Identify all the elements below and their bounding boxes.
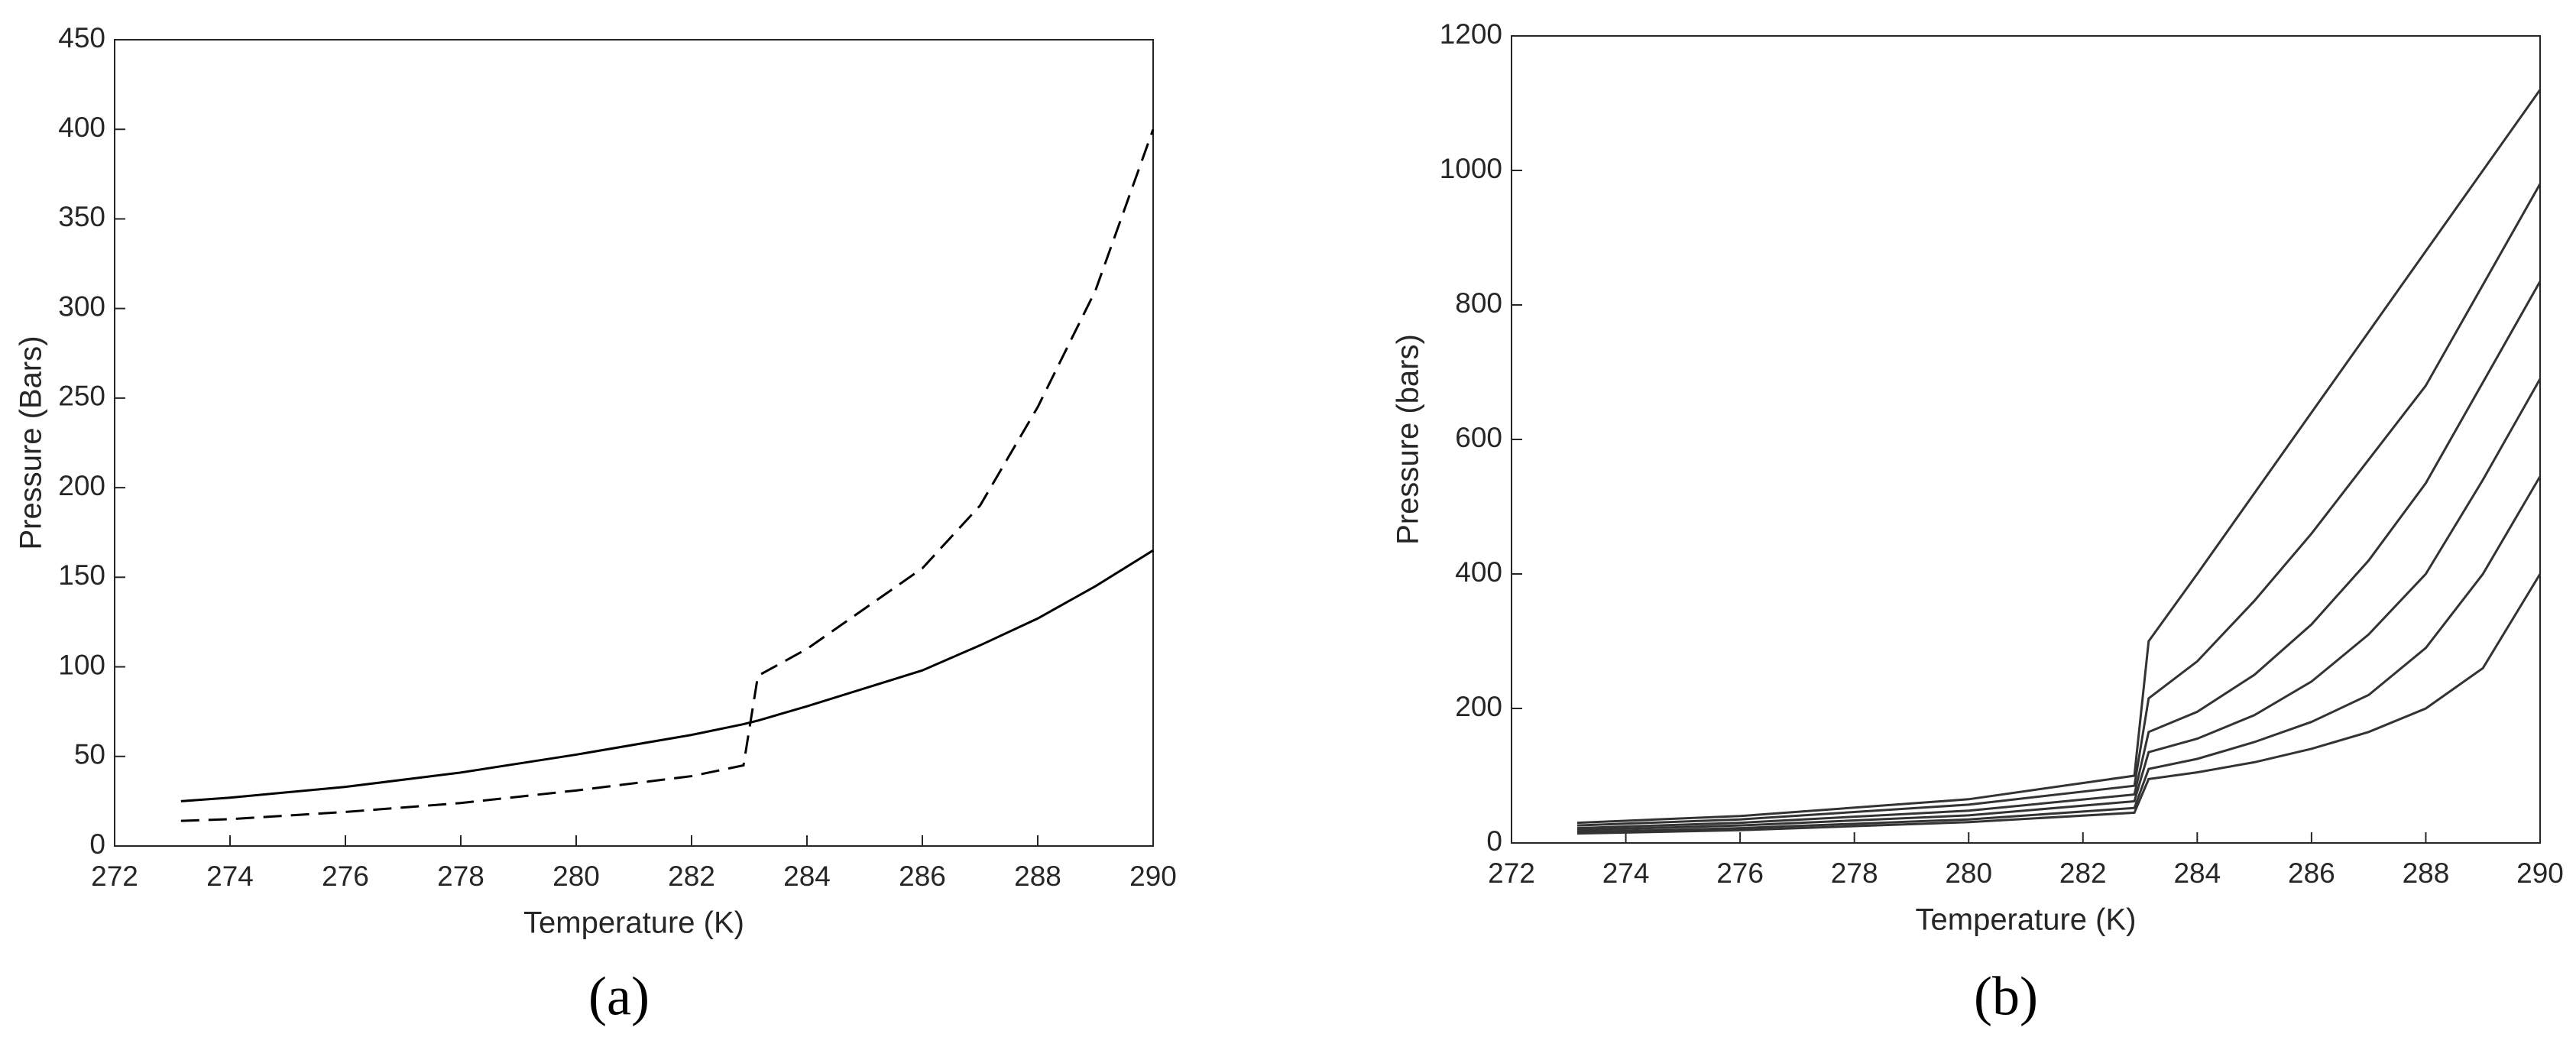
line-series bbox=[1576, 183, 2542, 827]
y-tick-label: 400 bbox=[58, 112, 105, 143]
line-series bbox=[1576, 280, 2542, 830]
x-tick-label: 274 bbox=[206, 861, 254, 892]
x-tick-label: 282 bbox=[2059, 857, 2107, 889]
y-tick-label: 350 bbox=[58, 201, 105, 232]
y-tick-label: 150 bbox=[58, 559, 105, 591]
chart-caption: (a) bbox=[588, 966, 650, 1027]
y-axis-title: Pressure (Bars) bbox=[15, 335, 48, 549]
plot-area bbox=[1511, 35, 2541, 844]
chart: 272 274 276 278 280 282 284 286 288 290 0 50 100 150 2… bbox=[15, 22, 1177, 1027]
line-series bbox=[180, 128, 1155, 822]
line-series bbox=[1576, 89, 2542, 825]
x-tick-label: 272 bbox=[1488, 857, 1535, 889]
x-axis-title: Temperature (K) bbox=[1916, 903, 2137, 937]
y-tick-label: 450 bbox=[58, 22, 105, 53]
x-tick-label: 274 bbox=[1602, 857, 1650, 889]
y-tick-label: 600 bbox=[1455, 422, 1502, 453]
y-tick-label: 200 bbox=[58, 470, 105, 501]
x-tick-label: 288 bbox=[1014, 861, 1061, 892]
chart-caption: (b) bbox=[1974, 966, 2038, 1027]
x-tick-label: 286 bbox=[899, 861, 946, 892]
x-tick-label: 280 bbox=[552, 861, 600, 892]
plot-area bbox=[114, 39, 1154, 847]
x-tick-label: 286 bbox=[2288, 857, 2335, 889]
y-tick-label: 200 bbox=[1455, 691, 1502, 722]
x-axis-title: Temperature (K) bbox=[523, 906, 744, 940]
x-tick-label: 284 bbox=[2173, 857, 2221, 889]
x-tick-label: 276 bbox=[1716, 857, 1764, 889]
x-tick-label: 290 bbox=[1129, 861, 1177, 892]
chart: 272 274 276 278 280 282 284 286 288 290 0 200 400 600… bbox=[1392, 18, 2564, 1027]
x-tick-label: 280 bbox=[1945, 857, 1992, 889]
y-tick-label: 50 bbox=[74, 739, 105, 770]
x-tick-label: 272 bbox=[91, 861, 138, 892]
y-tick-label: 300 bbox=[58, 290, 105, 322]
x-tick-label: 278 bbox=[437, 861, 484, 892]
y-tick-label: 800 bbox=[1455, 287, 1502, 319]
y-tick-label: 100 bbox=[58, 649, 105, 680]
x-tick-label: 284 bbox=[783, 861, 831, 892]
y-tick-label: 1200 bbox=[1440, 18, 1502, 50]
line-series bbox=[1576, 573, 2542, 835]
y-axis-title: Pressure (bars) bbox=[1392, 334, 1425, 545]
line-series bbox=[1576, 378, 2542, 831]
x-tick-label: 278 bbox=[1831, 857, 1878, 889]
x-tick-label: 282 bbox=[668, 861, 715, 892]
y-tick-label: 250 bbox=[58, 381, 105, 412]
y-tick-label: 0 bbox=[89, 828, 105, 860]
y-tick-label: 0 bbox=[1486, 825, 1502, 857]
line-series bbox=[1576, 475, 2542, 834]
y-tick-label: 400 bbox=[1455, 556, 1502, 588]
x-tick-label: 290 bbox=[2516, 857, 2564, 889]
x-tick-label: 288 bbox=[2403, 857, 2450, 889]
y-tick-label: 1000 bbox=[1440, 153, 1502, 184]
x-tick-label: 276 bbox=[322, 861, 369, 892]
